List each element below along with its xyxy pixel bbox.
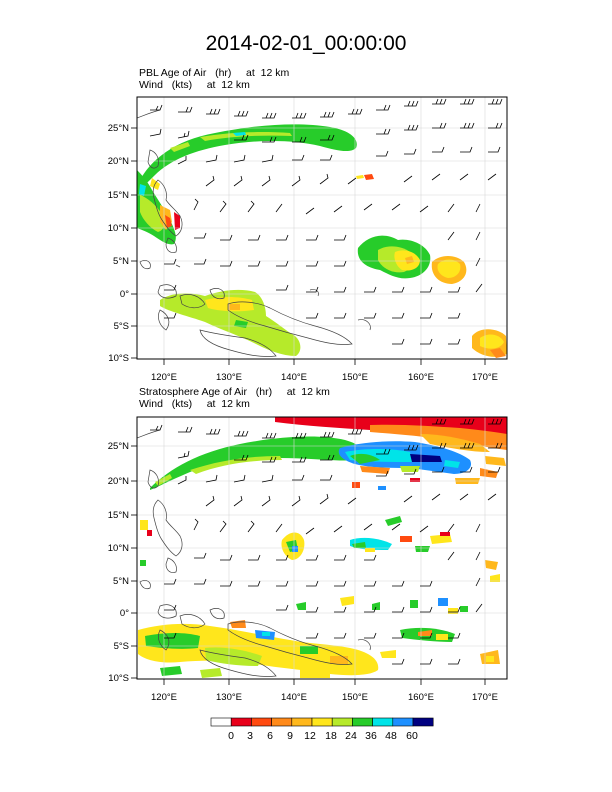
panel2-caption: Stratosphere Age of Air (hr) at 12 km Wi… [139,386,330,410]
pbl-lat-label: 10°S [108,353,129,364]
panel2-wind-units: (kts) [171,398,193,410]
strat-coastlines [137,429,371,677]
colorbar-swatch [372,717,394,727]
panel1-field-name: PBL Age of Air [139,67,207,79]
colorbar-swatch [210,717,232,727]
colorbar-label: 60 [406,730,418,742]
pbl-equatorial-band [160,289,301,356]
colorbar-swatch [352,717,373,727]
pbl-lat-label: 5°S [114,321,129,332]
pbl-green-band [139,124,357,190]
strat-lat-label: 5°S [114,641,129,652]
panel1-caption: PBL Age of Air (hr) at 12 km Wind (kts) … [139,67,289,91]
pbl-lat-label: 20°N [108,156,129,167]
strat-lon-label: 130°E [216,692,242,703]
strat-lon-label: 120°E [151,692,177,703]
colorbar-swatch [311,717,333,727]
panel1-wind-level: at 12 km [206,79,250,91]
pbl-lat-label: 5°N [113,256,129,267]
strat-lon-label: 170°E [472,692,498,703]
strat-lat-label: 15°N [108,510,129,521]
colorbar-label: 24 [345,730,357,742]
pbl-lat-label: 0° [120,289,129,300]
panel1-field-units: (hr) [215,67,232,79]
plot-title: 2014-02-01_00:00:00 [205,32,407,55]
strat-panel-fields [138,417,507,678]
colorbar-swatch [331,717,353,727]
colorbar-label: 0 [228,730,234,742]
colorbar-swatch [230,717,252,727]
panel2-wind-name: Wind [139,398,163,410]
colorbar-label: 9 [287,730,293,742]
pbl-lon-label: 170°E [472,372,498,383]
strat-green-band [150,436,364,490]
pbl-lat-label: 25°N [108,123,129,134]
pbl-lon-label: 140°E [281,372,307,383]
colorbar [210,717,434,727]
strat-lat-label: 5°N [113,576,129,587]
pbl-lon-label: 130°E [216,372,242,383]
colorbar-label: 36 [365,730,377,742]
strat-lat-label: 0° [120,608,129,619]
panel1-wind-name: Wind [139,79,163,91]
strat-lon-label: 160°E [408,692,434,703]
strat-lat-label: 10°N [108,543,129,554]
pbl-gridlines [137,97,507,359]
colorbar-label: 12 [304,730,316,742]
pbl-lat-label: 15°N [108,190,129,201]
panel1-wind-units: (kts) [171,79,193,91]
panel1-field-level: at 12 km [246,67,290,79]
colorbar-swatch [271,717,293,727]
strat-lat-label: 20°N [108,476,129,487]
pbl-panel-fields [137,124,507,358]
panel2-field-level: at 12 km [286,386,330,398]
colorbar-label: 48 [385,730,397,742]
colorbar-swatch [251,717,272,727]
strat-lon-label: 140°E [281,692,307,703]
panel2-field-name: Stratosphere Age of Air [139,386,247,398]
strat-wind-barbs [150,418,503,665]
pbl-lon-label: 150°E [342,372,368,383]
panel2-field-units: (hr) [255,386,273,398]
colorbar-label: 6 [267,730,273,742]
pbl-lat-label: 10°N [108,223,129,234]
strat-lat-label: 25°N [108,441,129,452]
pbl-lon-label: 120°E [151,372,177,383]
strat-gridlines [137,417,507,679]
colorbar-swatch [291,717,313,727]
colorbar-swatch [412,717,434,727]
pbl-wind-barbs [149,98,503,345]
panel2-wind-level: at 12 km [206,398,250,410]
strat-lat-label: 10°S [108,673,129,684]
pbl-lon-label: 160°E [408,372,434,383]
colorbar-swatch [392,717,414,727]
pbl-coastlines [137,109,371,357]
colorbar-label: 18 [325,730,337,742]
strat-lon-label: 150°E [342,692,368,703]
colorbar-label: 3 [247,730,253,742]
